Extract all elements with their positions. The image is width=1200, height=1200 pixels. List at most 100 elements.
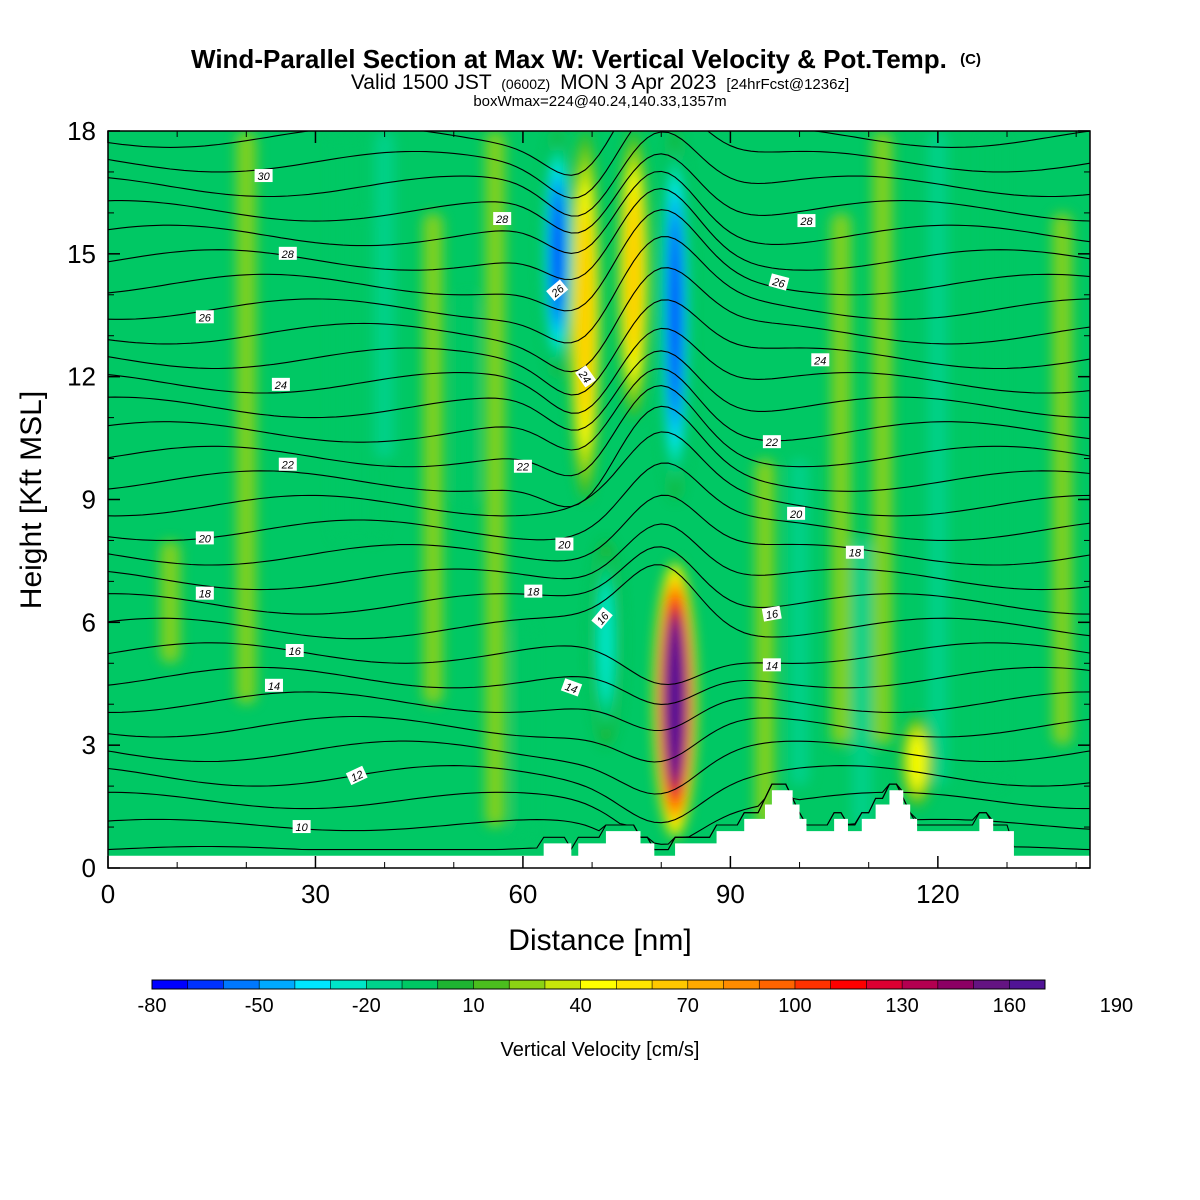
x-axis: 0 30 60 90 120 <box>101 131 1077 909</box>
contour-label-text: 28 <box>799 216 813 228</box>
theta-contour-line <box>108 740 1090 795</box>
contour-label: 14 <box>264 678 283 693</box>
colorbar-swatch <box>187 980 224 989</box>
colorbar-swatch <box>223 980 260 989</box>
contour-label: 26 <box>195 310 214 324</box>
theta-contour-line <box>108 170 1090 254</box>
colorbar-tick-label: -20 <box>352 995 381 1017</box>
y-tick-label: 12 <box>67 362 96 392</box>
y-tick-label: 3 <box>82 730 96 760</box>
contour-label-text: 18 <box>527 587 540 599</box>
theta-contour-line <box>108 564 1090 640</box>
velocity-band <box>236 131 257 705</box>
terrain <box>108 790 1090 868</box>
chart-subtitle: Valid 1500 JST (0600Z) MON 3 Apr 2023 [2… <box>351 71 849 94</box>
theta-contour-line <box>108 299 1090 396</box>
colorbar-swatch <box>473 980 510 989</box>
contour-label: 22 <box>762 435 781 449</box>
contour-label-text: 16 <box>765 608 780 622</box>
velocity-band <box>754 458 775 828</box>
subtitle-valid: Valid 1500 JST <box>351 71 492 94</box>
chart-title-mark: (C) <box>960 51 981 68</box>
theta-contour-line <box>108 691 1090 732</box>
contour-label-text: 12 <box>349 769 365 785</box>
colorbar-swatch <box>330 980 367 989</box>
contour-label-text: 22 <box>281 460 294 472</box>
velocity-band <box>831 212 852 746</box>
theta-contour-line <box>108 209 1090 312</box>
velocity-contour-fill <box>579 215 592 416</box>
contour-label-text: 20 <box>557 540 571 552</box>
velocity-field <box>160 131 1073 840</box>
plot-area: 30 28 26 24 22 20 18 16 14 12 10 28 26 24 22 20 18 16 14 28… <box>108 131 1090 868</box>
colorbar-tick-label: 100 <box>778 995 811 1017</box>
contour-label: 28 <box>493 212 512 226</box>
x-tick-label: 120 <box>916 879 959 909</box>
velocity-band <box>512 622 533 836</box>
y-axis: 0 3 6 9 12 15 18 <box>67 116 1090 883</box>
contour-label-text: 24 <box>813 355 826 367</box>
colorbar-swatch <box>866 980 903 989</box>
y-axis-label: Height [Kft MSL] <box>15 391 48 609</box>
velocity-band <box>333 131 354 541</box>
contour-label-text: 18 <box>199 589 212 601</box>
colorbar-swatch <box>616 980 653 989</box>
subtitle-date: MON 3 Apr 2023 <box>560 71 716 94</box>
theta-contours <box>108 131 1090 851</box>
theta-contour-line <box>108 642 1090 686</box>
contour-label: 16 <box>285 643 304 658</box>
colorbar-swatch <box>652 980 689 989</box>
colorbar-swatch <box>437 980 474 989</box>
contour-label: 28 <box>278 246 297 261</box>
theta-contour-line <box>108 368 1090 451</box>
colorbar-tick-label: 70 <box>677 995 699 1017</box>
colorbar-swatch <box>973 980 1010 989</box>
colorbar-tick-label: -80 <box>138 995 167 1017</box>
colorbar-tick-label: 160 <box>993 995 1026 1017</box>
contour-label-text: 18 <box>849 548 862 560</box>
contour-label: 20 <box>555 537 574 552</box>
y-tick-label: 9 <box>82 485 96 515</box>
colorbar-swatch <box>259 980 296 989</box>
contour-label-text: 28 <box>281 249 295 261</box>
colorbar-swatch <box>759 980 796 989</box>
contour-label-text: 26 <box>770 276 787 291</box>
theta-contour-line <box>108 153 1090 234</box>
colorbar-swatch <box>544 980 582 989</box>
chart-title-main: Wind-Parallel Section at Max W: Vertical… <box>191 44 947 74</box>
velocity-band <box>1052 212 1073 746</box>
contour-label-text: 30 <box>257 171 270 183</box>
velocity-contour-fill <box>669 219 681 411</box>
colorbar-swatch <box>402 980 439 989</box>
theta-contour-line <box>108 765 1090 824</box>
contour-label: 20 <box>195 531 214 545</box>
velocity-contour-fill <box>910 735 925 789</box>
contour-label: 22 <box>278 457 297 472</box>
theta-contour-line <box>108 666 1090 705</box>
theta-contour-line <box>108 236 1090 344</box>
contour-label-text: 16 <box>289 646 302 658</box>
colorbar-swatch <box>294 980 332 989</box>
colorbar-swatch <box>937 980 975 989</box>
contour-label-text: 20 <box>789 509 803 521</box>
theta-contour-line <box>108 546 1090 615</box>
colorbar-swatch <box>794 980 832 989</box>
contour-label: 12 <box>345 765 368 786</box>
contour-label: 20 <box>787 506 806 521</box>
theta-contour-line <box>108 783 1090 851</box>
colorbar-swatch <box>366 980 403 989</box>
theta-contour-line <box>108 327 1090 414</box>
contour-label: 18 <box>195 586 214 601</box>
contour-label: 22 <box>513 459 532 474</box>
velocity-band <box>927 131 948 787</box>
velocity-contour-fill <box>627 196 640 352</box>
theta-contour-line <box>108 715 1090 763</box>
x-tick-label: 90 <box>716 879 745 909</box>
velocity-band <box>983 131 1004 787</box>
colorbar-swatch <box>1009 980 1046 989</box>
velocity-band <box>457 294 478 500</box>
theta-contour-line <box>108 267 1090 373</box>
velocity-band <box>374 131 395 459</box>
theta-contour-line <box>108 131 1090 199</box>
